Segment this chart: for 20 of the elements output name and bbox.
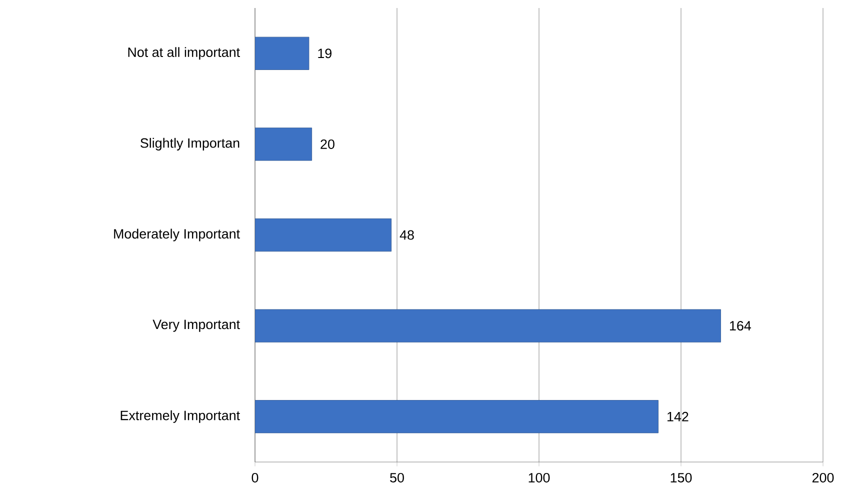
x-tick-label: 50 bbox=[390, 472, 404, 482]
x-tick-label: 100 bbox=[528, 472, 550, 482]
bar bbox=[255, 309, 721, 342]
y-tick-label: Slightly Importan bbox=[140, 138, 240, 150]
bar bbox=[255, 128, 312, 161]
y-tick-label: Extremely Important bbox=[120, 410, 240, 423]
bar bbox=[255, 36, 310, 70]
x-tick-label: 200 bbox=[812, 472, 834, 482]
data-label: 19 bbox=[318, 48, 332, 58]
x-tick-label: 150 bbox=[670, 472, 692, 482]
data-label: 20 bbox=[320, 139, 334, 149]
data-label: 142 bbox=[668, 412, 688, 422]
y-tick-label: Moderately Important bbox=[114, 228, 240, 242]
y-tick-label: Very Important bbox=[152, 320, 240, 332]
bar bbox=[255, 218, 392, 252]
bar bbox=[255, 400, 658, 434]
data-label: 164 bbox=[730, 321, 752, 331]
x-tick-label: 0 bbox=[252, 472, 258, 482]
y-tick-label: Not at all important bbox=[128, 47, 240, 60]
data-label: 48 bbox=[400, 230, 414, 240]
